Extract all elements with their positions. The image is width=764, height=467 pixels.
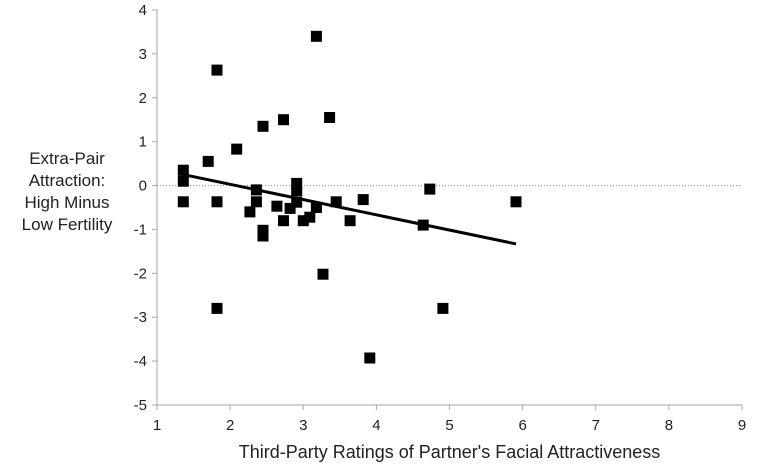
x-axis-title: Third-Party Ratings of Partner's Facial …: [239, 442, 661, 462]
data-point: [304, 211, 316, 223]
data-point: [244, 206, 256, 218]
y-tick-label: 1: [139, 134, 147, 151]
x-tick-label: 7: [592, 417, 600, 434]
data-point: [357, 194, 369, 206]
data-point: [177, 175, 189, 187]
data-point: [317, 268, 329, 280]
data-point: [510, 196, 522, 208]
data-point: [284, 202, 296, 214]
x-tick-label: 3: [299, 417, 307, 434]
x-tick-label: 4: [372, 417, 380, 434]
data-point: [364, 352, 376, 364]
y-tick-label: 2: [139, 90, 147, 107]
data-point: [278, 215, 289, 227]
data-point: [291, 177, 303, 189]
y-tick-label: 3: [139, 46, 147, 63]
data-points: [177, 30, 522, 364]
y-tick-label: -4: [134, 353, 147, 370]
x-tick-label: 9: [738, 417, 746, 434]
y-tick-label: -5: [134, 397, 147, 414]
data-point: [250, 184, 262, 196]
data-point: [278, 114, 289, 126]
data-point: [257, 120, 269, 132]
y-axis-title-line: Low Fertility: [22, 215, 113, 234]
y-tick-label: -2: [134, 265, 147, 282]
y-axis-title-line: Attraction:: [29, 171, 106, 190]
y-axis-title: Extra-Pair Attraction: High Minus Low Ferti…: [22, 149, 113, 234]
data-point: [250, 196, 262, 208]
data-point: [297, 215, 309, 227]
data-point: [177, 196, 189, 208]
data-point: [310, 30, 322, 42]
data-point: [330, 196, 342, 208]
data-point: [310, 202, 322, 213]
y-axis-tick-labels: 4 3 2 1 0 -1 -2 -3 -4 -5: [134, 2, 147, 414]
data-point: [424, 183, 436, 195]
data-point: [231, 143, 243, 155]
y-axis-tick-marks: [152, 9, 157, 406]
data-point: [211, 64, 223, 76]
data-point: [291, 196, 303, 208]
data-point: [417, 219, 429, 231]
x-tick-label: 8: [665, 417, 673, 434]
x-tick-label: 5: [445, 417, 453, 434]
x-tick-label: 6: [518, 417, 526, 434]
x-axis-tick-labels: 1 2 3 4 5 6 7 8 9: [153, 417, 746, 434]
data-point: [324, 112, 336, 123]
data-point: [202, 155, 214, 167]
data-point: [271, 200, 283, 212]
x-tick-label: 2: [226, 417, 234, 434]
data-point: [291, 185, 303, 197]
x-tick-label: 1: [153, 417, 161, 434]
y-tick-label: -1: [134, 221, 147, 238]
y-axis-title-line: Extra-Pair: [29, 149, 105, 168]
y-tick-label: 4: [139, 2, 147, 19]
data-point: [211, 196, 223, 208]
y-tick-label: 0: [139, 178, 147, 195]
x-axis-tick-marks: [156, 405, 743, 410]
data-point: [177, 164, 189, 176]
data-point: [344, 215, 356, 227]
data-point: [257, 230, 269, 242]
data-point: [257, 224, 269, 236]
data-point: [211, 302, 223, 314]
y-tick-label: -3: [134, 309, 147, 326]
y-axis-title-line: High Minus: [24, 193, 109, 212]
data-point: [437, 302, 449, 314]
trendline: [183, 173, 517, 246]
